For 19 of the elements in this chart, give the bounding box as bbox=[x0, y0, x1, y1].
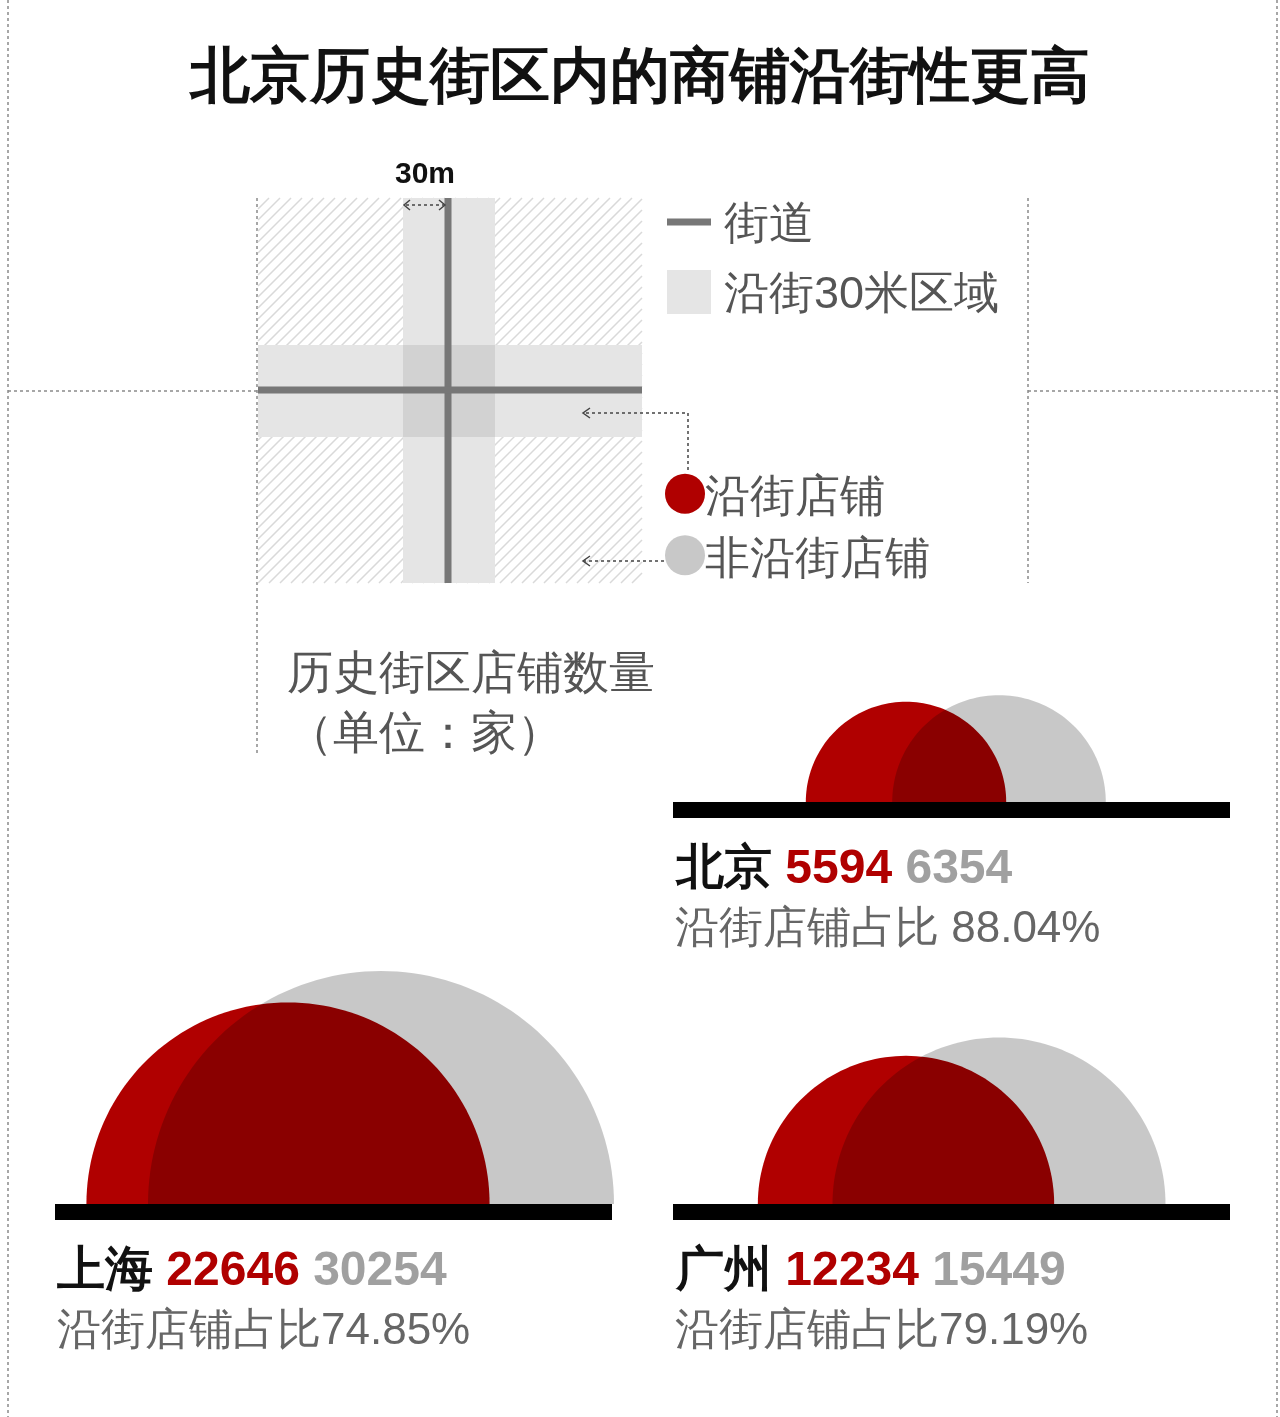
data-label: 6354 bbox=[905, 840, 1013, 893]
category-label: 广州 bbox=[675, 1242, 772, 1295]
text: 北京历史街区内的商铺沿街性更高 bbox=[188, 42, 1090, 109]
legend-label: 非沿街店铺 bbox=[705, 531, 930, 583]
text: 沿街店铺占比74.85% bbox=[57, 1304, 471, 1353]
text: 沿街30米区域 bbox=[724, 267, 1000, 318]
data-label: 5594 bbox=[785, 840, 893, 893]
category-label: 北京 bbox=[675, 840, 772, 893]
data-label: 12234 bbox=[785, 1242, 920, 1295]
data-label: 22646 bbox=[166, 1242, 300, 1295]
text: 沿街店铺占比79.19% bbox=[675, 1304, 1089, 1353]
data-label: 15449 bbox=[932, 1242, 1066, 1295]
category-label: 上海 bbox=[57, 1242, 153, 1295]
text: 街道 bbox=[724, 197, 814, 248]
legend-label: 沿街店铺 bbox=[705, 470, 885, 522]
data-label: 30254 bbox=[313, 1242, 447, 1295]
text: 沿街店铺占比 88.04% bbox=[675, 902, 1101, 951]
text: 历史街区店铺数量（单位：家） bbox=[287, 646, 655, 758]
text: 30m bbox=[395, 156, 456, 189]
